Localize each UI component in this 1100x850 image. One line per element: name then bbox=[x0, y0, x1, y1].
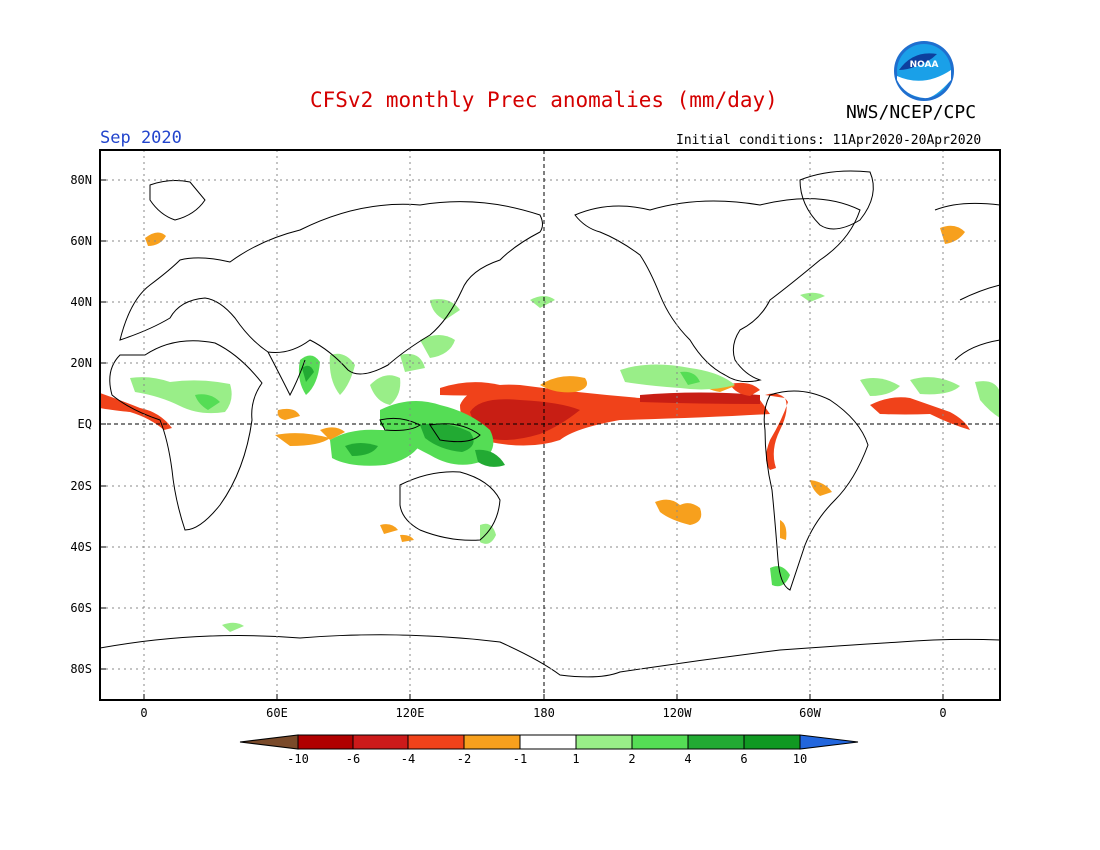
lat-label: 40S bbox=[70, 540, 92, 554]
lon-label: 120E bbox=[395, 706, 425, 720]
noaa-logo: NOAA bbox=[894, 41, 954, 101]
map-title: CFSv2 monthly Prec anomalies (mm/day) bbox=[310, 88, 778, 112]
lon-label: 0 bbox=[140, 706, 148, 720]
colorbar-bin bbox=[407, 734, 465, 750]
lat-label: 20N bbox=[70, 356, 92, 370]
colorbar-bin bbox=[687, 734, 745, 750]
noaa-logo-text: NOAA bbox=[910, 60, 939, 70]
coastlines bbox=[100, 170, 1000, 678]
initial-conditions: Initial conditions: 11Apr2020-20Apr2020 bbox=[676, 133, 982, 148]
lon-label: 60W bbox=[799, 706, 821, 720]
agency-label: NWS/NCEP/CPC bbox=[846, 102, 977, 123]
map-frame bbox=[99, 149, 1001, 701]
colorbar bbox=[239, 734, 859, 750]
colorbar-label: 10 bbox=[792, 752, 808, 766]
colorbar-label: 1 bbox=[572, 752, 580, 766]
colorbar-bin bbox=[743, 734, 801, 750]
colorbar-bin bbox=[352, 734, 409, 750]
lon-label: 0 bbox=[939, 706, 947, 720]
anomaly-layer bbox=[100, 150, 1000, 700]
colorbar-label: -1 bbox=[512, 752, 528, 766]
lon-label: 180 bbox=[533, 706, 555, 720]
tick-marks bbox=[100, 179, 944, 700]
reference-lines bbox=[100, 150, 1000, 700]
colorbar-bin bbox=[297, 734, 354, 750]
colorbar-bin bbox=[463, 734, 521, 750]
grid-lines bbox=[100, 150, 1000, 700]
colorbar-label: 6 bbox=[740, 752, 748, 766]
colorbar-bin bbox=[239, 734, 299, 750]
lat-label: 20S bbox=[70, 479, 92, 493]
colorbar-label: -6 bbox=[345, 752, 361, 766]
lat-label: 60S bbox=[70, 601, 92, 615]
lon-label: 120W bbox=[662, 706, 692, 720]
lon-label: 60E bbox=[266, 706, 288, 720]
lat-label: EQ bbox=[77, 417, 92, 431]
lat-label: 40N bbox=[70, 295, 92, 309]
colorbar-label: -2 bbox=[456, 752, 472, 766]
colorbar-bin bbox=[575, 734, 633, 750]
lat-label: 60N bbox=[70, 234, 92, 248]
colorbar-bin bbox=[631, 734, 689, 750]
colorbar-label: -4 bbox=[400, 752, 416, 766]
colorbar-label: 4 bbox=[684, 752, 692, 766]
lat-label: 80S bbox=[70, 662, 92, 676]
lat-label: 80N bbox=[70, 173, 92, 187]
colorbar-label: -10 bbox=[287, 752, 309, 766]
colorbar-bin bbox=[799, 734, 859, 750]
colorbar-bin bbox=[519, 734, 577, 750]
colorbar-label: 2 bbox=[628, 752, 636, 766]
forecast-month: Sep 2020 bbox=[100, 128, 182, 148]
